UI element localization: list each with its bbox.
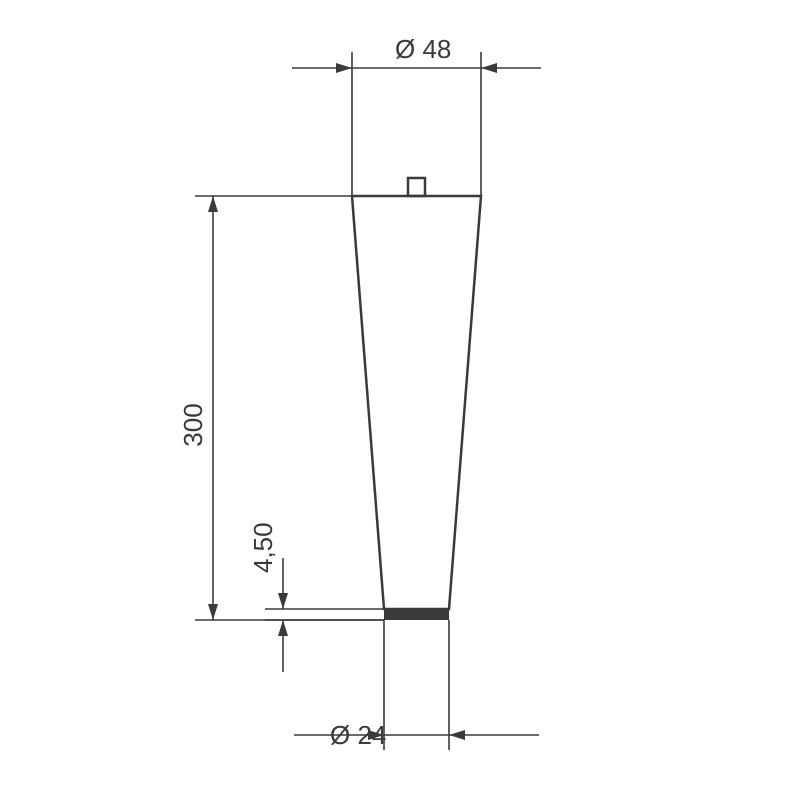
dimension-label: 4,50 xyxy=(248,522,278,573)
part-foot xyxy=(384,609,449,620)
dimension-foot-height: 4,50 xyxy=(248,522,384,672)
dimension-height: 300 xyxy=(178,196,384,620)
dimension-top-diameter: Ø 48 xyxy=(292,34,541,196)
dimension-label: Ø 48 xyxy=(395,34,451,64)
part-outline xyxy=(352,178,481,620)
dimension-bottom-diameter: Ø 24 xyxy=(294,620,539,750)
dimension-label: 300 xyxy=(178,403,208,446)
